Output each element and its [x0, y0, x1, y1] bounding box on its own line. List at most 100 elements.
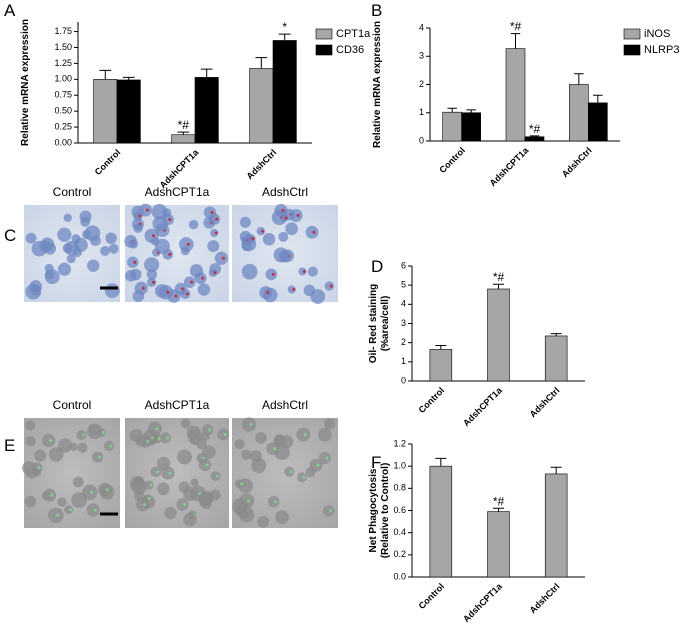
- cell: [40, 237, 55, 251]
- bar: [429, 465, 453, 578]
- cell: [207, 240, 220, 253]
- x-tick-label: Control: [417, 581, 447, 611]
- cell-stain: [168, 217, 172, 221]
- y-tick-label: 1: [401, 356, 406, 366]
- cell: [30, 285, 41, 296]
- cell: [255, 431, 267, 444]
- cell: [80, 216, 91, 227]
- y-tick-label: 0.8: [393, 483, 406, 493]
- cell: [180, 418, 191, 429]
- y-tick-label: 3: [419, 51, 424, 61]
- annotation: *#: [178, 118, 190, 132]
- cell: [134, 491, 145, 502]
- cell-stain: [316, 463, 320, 467]
- cell-stain: [292, 287, 296, 291]
- cell: [318, 451, 332, 465]
- y-tick-label: 0.50: [54, 106, 72, 116]
- y-axis-label: Net Phagocytosis: [368, 468, 379, 552]
- y-tick-label: 1.2: [393, 438, 406, 448]
- cell: [241, 240, 253, 252]
- error-bar: [99, 69, 112, 80]
- cell-stain: [90, 490, 94, 494]
- cell: [134, 281, 148, 295]
- error-bar: [493, 283, 504, 289]
- bar: [487, 288, 510, 382]
- cell: [177, 449, 192, 465]
- cell-stain: [168, 471, 172, 475]
- cell-stain: [302, 270, 306, 274]
- cell-stain: [147, 496, 151, 500]
- cell: [162, 208, 172, 218]
- cell-stain: [143, 503, 147, 507]
- cell: [44, 269, 60, 285]
- error-bar: [255, 57, 268, 69]
- cell: [62, 243, 73, 254]
- error-bar: [529, 135, 540, 137]
- cell: [64, 505, 74, 514]
- y-axis-label: (%area/cell): [380, 296, 391, 352]
- cell: [208, 268, 218, 278]
- cell-stain: [274, 500, 278, 504]
- cell: [251, 458, 267, 474]
- bar: [272, 40, 297, 144]
- cell: [256, 226, 266, 236]
- y-tick-label: 5: [401, 280, 406, 290]
- panel-letter: E: [4, 436, 15, 455]
- y-tick-label: 0: [401, 375, 406, 385]
- error-bar: [493, 507, 504, 512]
- cell: [198, 458, 212, 472]
- panel-letter: F: [371, 453, 381, 472]
- cell: [146, 277, 157, 287]
- cell: [105, 232, 117, 245]
- cell-stain: [152, 280, 156, 284]
- cell-stain: [149, 483, 153, 487]
- cell-stain: [284, 216, 288, 220]
- cell: [234, 439, 245, 450]
- cell: [66, 254, 76, 264]
- cell: [179, 237, 194, 252]
- cell: [104, 283, 120, 299]
- cell-stain: [210, 211, 214, 215]
- cell: [128, 239, 139, 249]
- bar: [544, 335, 568, 382]
- cell: [197, 283, 211, 296]
- cell: [71, 492, 87, 508]
- cell-stain: [109, 444, 113, 448]
- bar: [505, 48, 526, 142]
- legend-swatch: [315, 44, 333, 56]
- y-axis-label: (Relative to Control): [380, 463, 391, 559]
- x-tick-label: AdshCtrl: [244, 147, 278, 181]
- y-tick-label: 0.2: [393, 549, 406, 559]
- cell: [69, 442, 78, 451]
- legend-swatch: [623, 44, 641, 56]
- cell-stain: [273, 447, 277, 451]
- bar: [194, 77, 219, 144]
- cell: [322, 505, 335, 517]
- panel-letter: A: [4, 1, 16, 20]
- cell: [183, 276, 196, 288]
- cell-stain: [98, 455, 102, 459]
- cell-stain: [82, 433, 86, 437]
- annotation: *#: [493, 494, 505, 508]
- cell-stain: [166, 290, 170, 294]
- cell-stain: [312, 230, 316, 234]
- bar: [116, 79, 141, 144]
- cell: [298, 267, 307, 276]
- cell: [273, 247, 289, 263]
- bar: [249, 68, 274, 144]
- image-label: AdshCPT1a: [145, 185, 210, 199]
- cell: [96, 427, 106, 437]
- cell: [296, 427, 311, 442]
- cell: [43, 488, 57, 502]
- cell: [214, 251, 229, 265]
- cell: [133, 223, 143, 233]
- cell: [157, 482, 170, 496]
- cell: [24, 495, 37, 508]
- cell-stain: [214, 231, 218, 235]
- bar: [93, 79, 118, 144]
- cell-stain: [303, 433, 307, 437]
- error-bar: [435, 345, 447, 350]
- cell: [84, 225, 101, 242]
- cell: [57, 497, 67, 507]
